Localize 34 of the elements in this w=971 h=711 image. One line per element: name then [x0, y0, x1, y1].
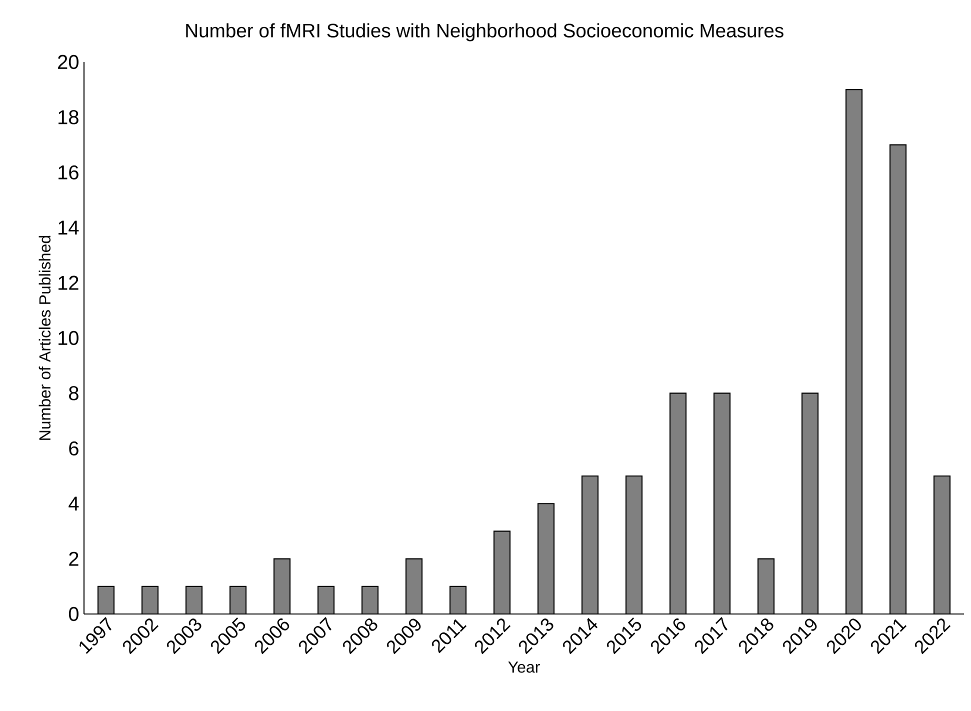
- y-tick-label: 10: [58, 330, 78, 346]
- bar: [582, 476, 598, 614]
- bar: [142, 586, 158, 614]
- bar: [274, 558, 290, 614]
- bar: [494, 531, 510, 614]
- y-tick-label: 0: [68, 606, 78, 622]
- bar: [406, 558, 422, 614]
- y-tick-label: 20: [58, 54, 78, 70]
- bar: [670, 393, 686, 614]
- chart-title: Number of fMRI Studies with Neighborhood Socioeconomic Measures: [186, 23, 784, 42]
- y-tick-label: 2: [69, 552, 78, 566]
- bar: [933, 475, 951, 614]
- x-axis-title: Year: [508, 662, 540, 673]
- bar: [98, 586, 114, 614]
- bar: [846, 90, 862, 614]
- bar: [538, 504, 554, 614]
- bar: [626, 476, 642, 614]
- y-tick-label: 4: [68, 496, 79, 510]
- bar: [230, 586, 246, 614]
- y-tick-label: 12: [58, 276, 78, 290]
- bar: [802, 393, 818, 614]
- bar: [714, 393, 730, 614]
- bar: [450, 586, 466, 614]
- bar: [186, 586, 202, 614]
- y-tick-label: 16: [58, 165, 78, 180]
- bar: [758, 558, 774, 614]
- y-axis-title: Number of Articles Published: [38, 236, 51, 440]
- y-tick-label: 8: [69, 386, 78, 400]
- y-tick-label: 6: [69, 441, 78, 456]
- bar: [318, 586, 334, 614]
- y-tick-label: 14: [58, 220, 79, 234]
- y-tick-label: 18: [58, 110, 78, 124]
- bar: [890, 144, 906, 614]
- bar: [362, 586, 378, 614]
